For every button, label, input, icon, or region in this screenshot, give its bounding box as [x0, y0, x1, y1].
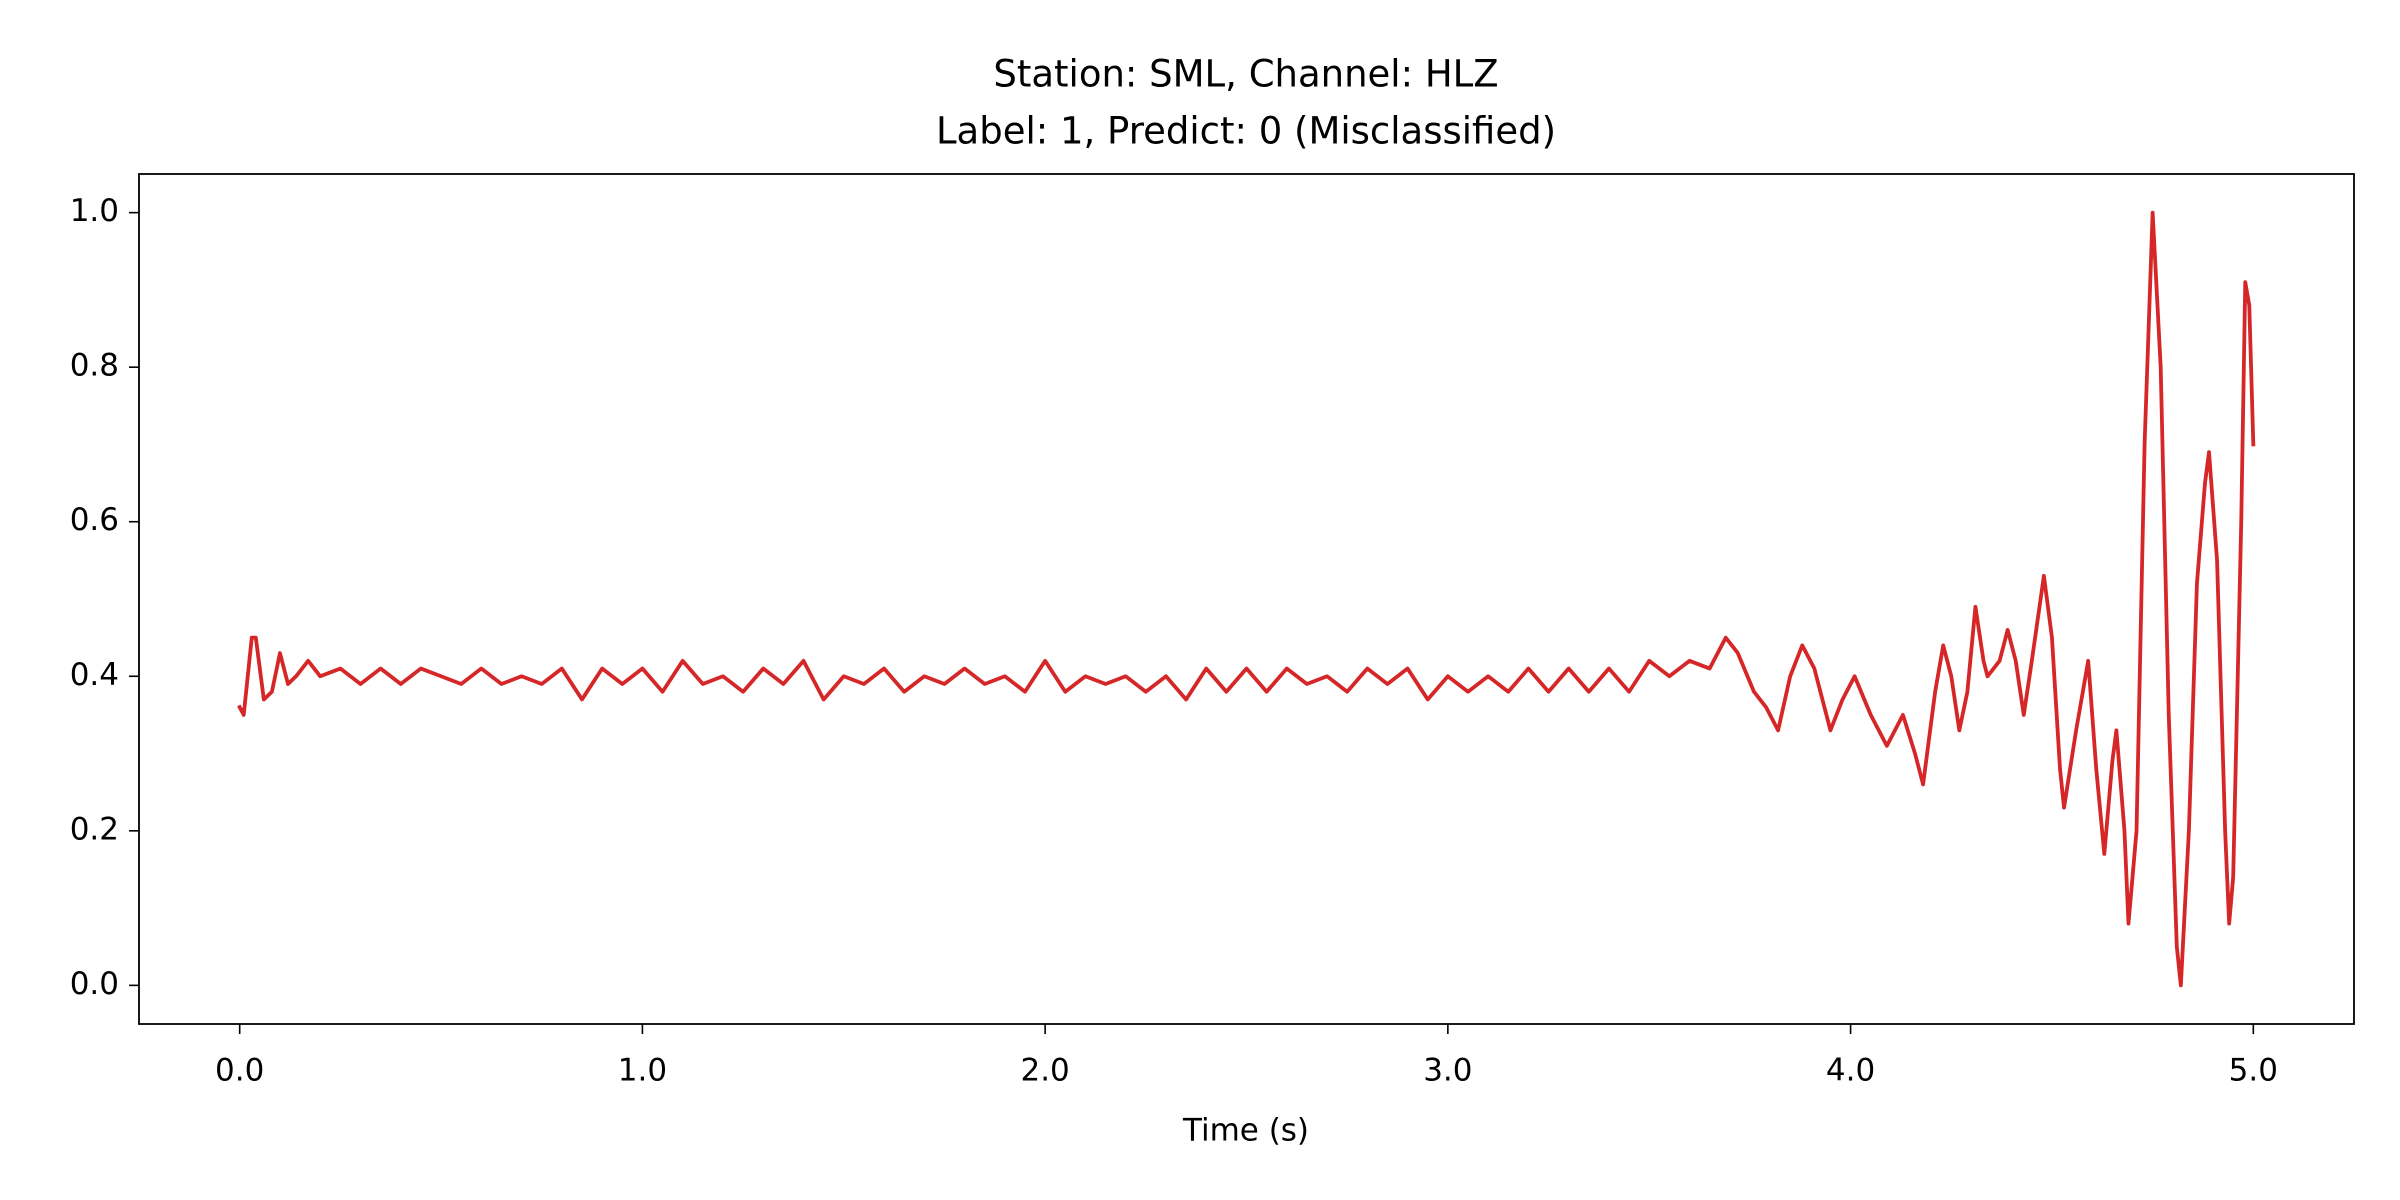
y-tick-label: 1.0: [70, 193, 119, 229]
y-tick-label: 0.4: [70, 657, 119, 693]
plot-frame: [138, 173, 2355, 1025]
chart-subtitle: Label: 1, Predict: 0 (Misclassified): [936, 110, 1556, 153]
x-tick-label: 3.0: [1423, 1053, 1472, 1089]
chart-title: Station: SML, Channel: HLZ: [993, 53, 1498, 96]
x-tick-label: 4.0: [1826, 1053, 1875, 1089]
signal-line: [237, 210, 2256, 988]
y-tick-label: 0.6: [70, 502, 119, 538]
y-tick-label: 0.2: [70, 811, 119, 847]
y-tick-label: 0.0: [70, 966, 119, 1002]
x-tick-label: 2.0: [1020, 1053, 1069, 1089]
x-axis-label: Time (s): [1182, 1113, 1309, 1149]
x-tick-label: 1.0: [618, 1053, 667, 1089]
x-tick-label: 5.0: [2229, 1053, 2278, 1089]
y-tick-label: 0.8: [70, 348, 119, 384]
x-tick-label: 0.0: [215, 1053, 264, 1089]
